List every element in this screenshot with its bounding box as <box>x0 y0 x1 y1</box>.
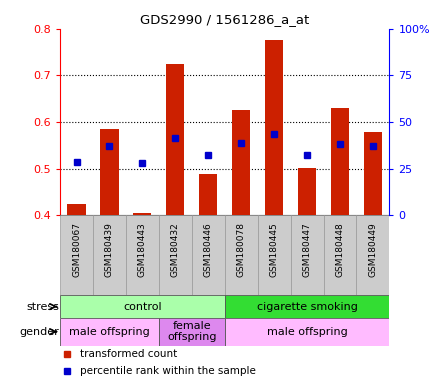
Text: gender: gender <box>20 327 60 337</box>
Text: GSM180448: GSM180448 <box>336 222 344 276</box>
Bar <box>265 40 283 215</box>
Bar <box>331 108 349 215</box>
Text: GSM180447: GSM180447 <box>303 222 312 276</box>
Bar <box>68 204 85 215</box>
Bar <box>159 215 192 295</box>
Text: percentile rank within the sample: percentile rank within the sample <box>80 366 256 376</box>
Bar <box>60 318 159 346</box>
Bar <box>298 168 316 215</box>
Text: stress: stress <box>27 301 60 311</box>
Text: GSM180067: GSM180067 <box>72 222 81 277</box>
Bar <box>159 318 225 346</box>
Bar <box>324 215 356 295</box>
Bar <box>192 215 225 295</box>
Text: male offspring: male offspring <box>267 327 348 337</box>
Bar <box>225 215 258 295</box>
Text: GSM180446: GSM180446 <box>204 222 213 276</box>
Text: transformed count: transformed count <box>80 349 177 359</box>
Text: GSM180445: GSM180445 <box>270 222 279 276</box>
Bar <box>225 318 389 346</box>
Bar <box>291 215 324 295</box>
Text: female
offspring: female offspring <box>167 321 217 343</box>
Bar <box>166 64 184 215</box>
Text: GSM180443: GSM180443 <box>138 222 147 276</box>
Bar <box>225 295 389 318</box>
Bar <box>93 215 126 295</box>
Text: GSM180439: GSM180439 <box>105 222 114 277</box>
Text: GSM180432: GSM180432 <box>171 222 180 276</box>
Bar <box>364 132 382 215</box>
Bar <box>126 215 159 295</box>
Bar <box>134 213 151 215</box>
Text: GSM180078: GSM180078 <box>237 222 246 277</box>
Text: male offspring: male offspring <box>69 327 150 337</box>
Bar <box>232 110 250 215</box>
Bar <box>60 295 225 318</box>
Text: cigarette smoking: cigarette smoking <box>257 301 357 311</box>
Bar <box>101 129 118 215</box>
Text: control: control <box>123 301 162 311</box>
Bar <box>356 215 389 295</box>
Bar <box>258 215 291 295</box>
Title: GDS2990 / 1561286_a_at: GDS2990 / 1561286_a_at <box>140 13 309 26</box>
Bar <box>199 174 217 215</box>
Bar <box>60 215 93 295</box>
Text: GSM180449: GSM180449 <box>368 222 377 276</box>
